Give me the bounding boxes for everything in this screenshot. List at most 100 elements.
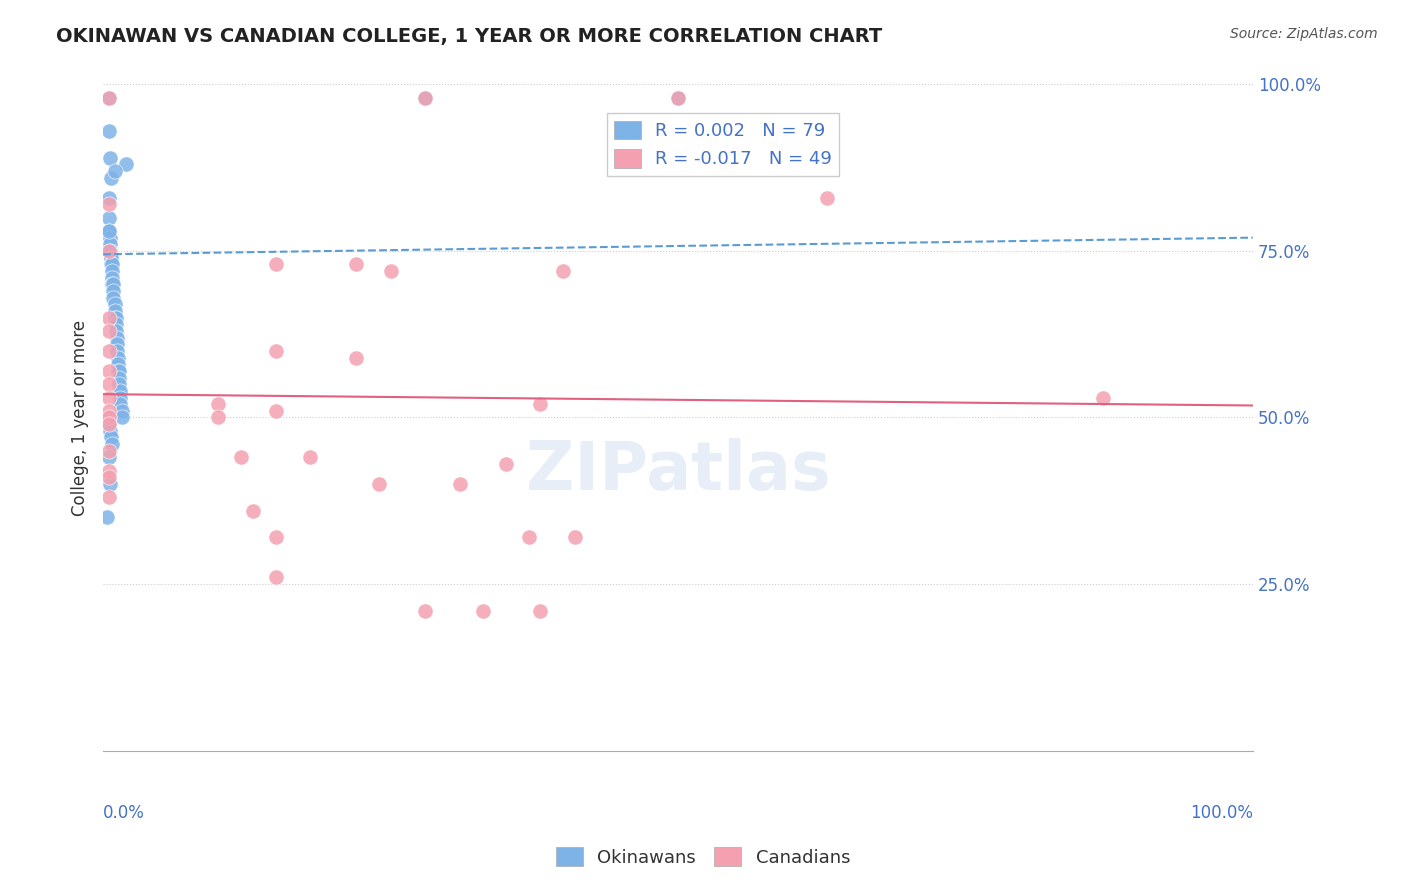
Point (107, 351, 129, 365)
Point (108, 370, 131, 384)
Point (344, 351, 367, 365)
Point (97, 124, 120, 138)
Point (242, 504, 264, 518)
Point (101, 277, 124, 292)
Text: Source: ZipAtlas.com: Source: ZipAtlas.com (1230, 27, 1378, 41)
Point (264, 257, 287, 271)
Text: ZIPatlas: ZIPatlas (526, 438, 831, 504)
Text: 100.0%: 100.0% (1189, 804, 1253, 822)
Point (449, 477, 471, 491)
Point (97, 391, 120, 405)
Point (107, 364, 129, 378)
Point (98, 230, 121, 244)
Point (529, 397, 551, 411)
Point (97, 410, 120, 425)
Legend: R = 0.002   N = 79, R = -0.017   N = 49: R = 0.002 N = 79, R = -0.017 N = 49 (606, 113, 839, 176)
Point (104, 310, 127, 325)
Point (264, 530, 287, 544)
Point (103, 284, 125, 298)
Point (104, 317, 127, 331)
Point (264, 570, 287, 584)
Point (115, 157, 138, 171)
Point (101, 270, 124, 285)
Point (98, 237, 121, 252)
Point (97, 364, 120, 378)
Point (344, 257, 367, 271)
Point (97, 417, 120, 432)
Point (97, 443, 120, 458)
Point (1092, 391, 1115, 405)
Point (495, 457, 517, 471)
Point (98, 244, 121, 258)
Point (98, 151, 121, 165)
Point (97, 310, 120, 325)
Point (97, 191, 120, 205)
Point (110, 397, 132, 411)
Point (104, 324, 127, 338)
Point (97, 470, 120, 484)
Point (97, 417, 120, 432)
Point (97, 343, 120, 358)
Point (104, 164, 127, 178)
Point (107, 357, 129, 371)
Point (471, 604, 494, 618)
Point (529, 604, 551, 618)
Point (368, 477, 391, 491)
Point (100, 251, 122, 265)
Point (104, 297, 127, 311)
Point (97, 244, 120, 258)
Point (97, 450, 120, 465)
Text: OKINAWAN VS CANADIAN COLLEGE, 1 YEAR OR MORE CORRELATION CHART: OKINAWAN VS CANADIAN COLLEGE, 1 YEAR OR … (56, 27, 883, 45)
Point (97, 404, 120, 418)
Point (100, 430, 122, 444)
Point (100, 170, 122, 185)
Point (229, 450, 252, 465)
Point (97, 197, 120, 211)
Point (207, 397, 229, 411)
Point (97, 377, 120, 392)
Point (98, 424, 121, 438)
Point (104, 310, 127, 325)
Point (97, 91, 120, 105)
Point (264, 404, 287, 418)
Point (100, 257, 122, 271)
Point (517, 530, 540, 544)
Point (110, 384, 132, 398)
Point (97, 410, 120, 425)
Point (97, 464, 120, 478)
Point (105, 330, 128, 344)
Point (380, 264, 402, 278)
Y-axis label: College, 1 year or more: College, 1 year or more (72, 319, 89, 516)
Point (564, 530, 586, 544)
Point (413, 604, 436, 618)
Point (104, 304, 127, 318)
Point (666, 91, 689, 105)
Point (108, 377, 131, 392)
Point (97, 491, 120, 505)
Point (103, 291, 125, 305)
Point (413, 91, 436, 105)
Point (97, 224, 120, 238)
Point (103, 277, 125, 292)
Point (817, 191, 839, 205)
Point (97, 324, 120, 338)
Point (110, 404, 132, 418)
Point (551, 264, 574, 278)
Point (101, 264, 124, 278)
Point (101, 257, 124, 271)
Point (413, 91, 436, 105)
Point (110, 391, 132, 405)
Legend: Okinawans, Canadians: Okinawans, Canadians (548, 840, 858, 874)
Point (108, 364, 131, 378)
Point (98, 477, 121, 491)
Point (97, 211, 120, 225)
Point (96, 510, 118, 524)
Point (299, 450, 322, 465)
Point (666, 91, 689, 105)
Point (105, 343, 128, 358)
Point (101, 437, 124, 451)
Point (110, 410, 132, 425)
Point (100, 251, 122, 265)
Point (264, 343, 287, 358)
Text: 0.0%: 0.0% (103, 804, 145, 822)
